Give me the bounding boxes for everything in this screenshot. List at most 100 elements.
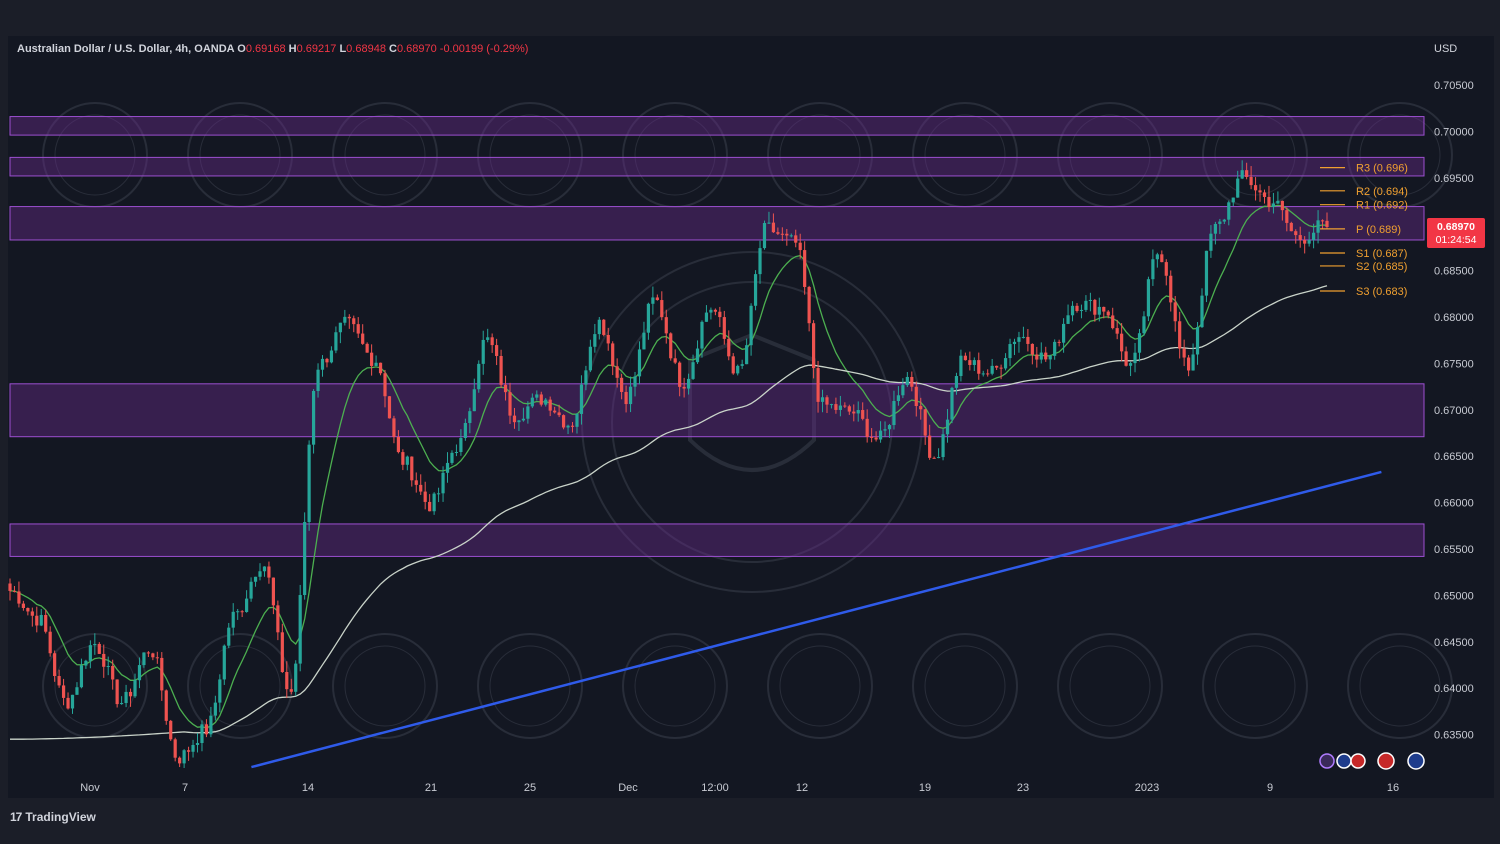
candle-body [557, 412, 561, 416]
candle-body [267, 566, 271, 578]
change-value: -0.00199 (-0.29%) [439, 43, 529, 55]
candle-body [383, 373, 387, 397]
y-tick-label: 0.70500 [1434, 80, 1474, 92]
candle-body [343, 316, 347, 323]
candle-body [1084, 300, 1088, 310]
candle-body [646, 303, 651, 333]
x-tick-label: 23 [1017, 782, 1029, 794]
watermark-badge [1347, 633, 1453, 739]
candle-body [186, 750, 191, 752]
candle-body [1191, 354, 1195, 371]
candle-body [245, 598, 249, 613]
candle-body [713, 309, 717, 312]
watermark-badge-inner [634, 645, 716, 727]
candle-body [1030, 343, 1034, 355]
candle-body [597, 319, 601, 335]
candle-body [419, 484, 423, 492]
candle-body [936, 457, 941, 459]
candle-body [1195, 327, 1200, 355]
candle-body [1182, 348, 1186, 358]
candle-body [1276, 200, 1280, 204]
watermark-badge [1057, 633, 1163, 739]
candle-body [1280, 200, 1284, 211]
candle-body [736, 365, 740, 374]
candle-body [294, 663, 298, 692]
candle-body [57, 676, 61, 686]
candle-body [374, 362, 378, 366]
x-tick-label: 16 [1387, 782, 1399, 794]
x-tick-label: 2023 [1135, 782, 1159, 794]
candle-body [700, 321, 704, 349]
candle-body [660, 300, 664, 318]
candle-body [508, 392, 512, 416]
support-resistance-zone [9, 523, 1425, 557]
candle-body [878, 430, 883, 440]
candle-body [570, 425, 575, 427]
candle-body [1111, 315, 1115, 329]
watermark-badge-inner [1359, 114, 1441, 196]
candle-body [794, 235, 798, 243]
candle-body [637, 349, 642, 377]
fast-moving-average [9, 204, 1328, 729]
candle-body [1062, 323, 1066, 343]
last-price-badge: 0.68970 01:24:54 [1427, 217, 1485, 248]
candle-body [311, 390, 316, 445]
candle-body [651, 297, 655, 304]
pivot-label: R2 (0.694) [1356, 186, 1408, 198]
candle-body [1075, 305, 1079, 311]
candle-body [1218, 221, 1222, 224]
candle-body [861, 410, 865, 419]
candle-body [539, 394, 543, 405]
watermark-badge [767, 633, 873, 739]
candle-body [798, 242, 802, 251]
candle-body [1137, 333, 1142, 353]
support-resistance-zone [9, 116, 1425, 136]
australia-flag-icon[interactable] [1336, 753, 1352, 769]
candle-body [1253, 185, 1258, 191]
candle-body [776, 232, 780, 234]
candle-body [928, 435, 932, 458]
candle-body [21, 603, 25, 608]
candle-body [26, 607, 30, 612]
candle-body [454, 451, 459, 453]
usa-flag-icon[interactable] [1350, 753, 1366, 769]
watermark-badge-inner [489, 645, 571, 727]
candle-body [410, 456, 414, 481]
candle-body [1097, 306, 1101, 315]
watermark-badge-inner [1069, 645, 1151, 727]
x-tick-label: 25 [524, 782, 536, 794]
candle-body [1026, 336, 1030, 344]
brand-label: TradingView [25, 810, 96, 824]
candle-body [883, 429, 887, 431]
candle-body [771, 222, 776, 233]
y-tick-label: 0.68500 [1434, 266, 1474, 278]
candle-body [1231, 197, 1235, 203]
candle-body [1053, 341, 1057, 356]
candle-body [151, 653, 155, 658]
candle-body [722, 317, 726, 339]
candle-body [30, 611, 34, 616]
candle-body [972, 360, 976, 365]
watermark-badge-inner [1359, 645, 1441, 727]
candle-body [39, 614, 43, 626]
candle-body [392, 418, 396, 437]
candle-body [825, 397, 829, 405]
australia-flag-icon-2[interactable] [1407, 752, 1425, 770]
y-tick-label: 0.65500 [1434, 544, 1474, 556]
candle-body [445, 462, 450, 473]
candle-body [718, 311, 722, 318]
lightning-icon[interactable] [1319, 753, 1335, 769]
candle-body [499, 355, 503, 385]
candle-body [803, 250, 807, 287]
candle-body [1227, 202, 1231, 220]
usa-flag-icon-2[interactable] [1377, 752, 1395, 770]
candle-body [932, 457, 936, 459]
candle-body [561, 415, 566, 428]
candle-body [137, 665, 142, 681]
candle-body [200, 724, 204, 744]
candle-body [1035, 354, 1039, 360]
watermark-badge [187, 633, 293, 739]
tradingview-logo: 17 TradingView [10, 810, 96, 824]
candle-body [365, 343, 369, 353]
